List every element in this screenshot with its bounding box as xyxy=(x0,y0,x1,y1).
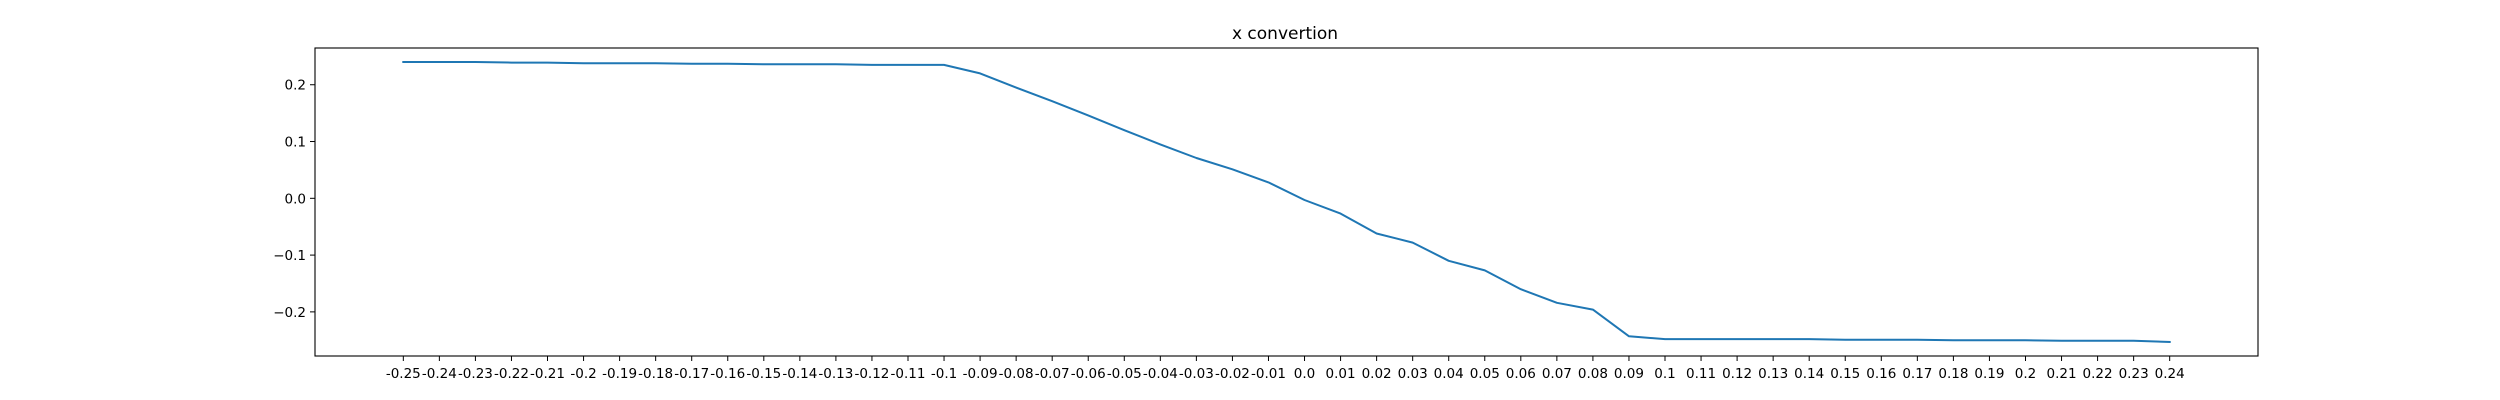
x-tick-label: -0.01 xyxy=(1251,366,1286,382)
x-tick-label: -0.19 xyxy=(602,366,637,382)
x-tick-label: 0.24 xyxy=(2155,366,2185,382)
plot-frame xyxy=(314,47,2259,357)
x-tick-label: -0.11 xyxy=(891,366,926,382)
x-tick-label: -0.22 xyxy=(494,366,529,382)
y-tick-label: −0.1 xyxy=(273,248,306,264)
x-tick-label: -0.24 xyxy=(422,366,457,382)
chart-title: x convertion xyxy=(1232,24,1338,44)
x-axis: -0.25 -0.24 -0.23 -0.22 -0.21 -0.2 -0.19 -0.18-… xyxy=(386,356,2185,382)
x-tick-label: -0.03 xyxy=(1179,366,1214,382)
x-tick-label: -0.08 xyxy=(999,366,1034,382)
x-tick-label: 0.22 xyxy=(2083,366,2113,382)
series-group xyxy=(402,61,2171,344)
x-tick-label: 0.03 xyxy=(1398,366,1428,382)
x-tick-label: -0.09 xyxy=(963,366,998,382)
x-tick-label: 0.19 xyxy=(1974,366,2004,382)
x-tick-label: -0.13 xyxy=(818,366,853,382)
x-tick-label: 0.09 xyxy=(1614,366,1644,382)
x-tick-label: 0.01 xyxy=(1326,366,1356,382)
x-tick-label: 0.18 xyxy=(1938,366,1968,382)
x-tick-label: -0.17 xyxy=(674,366,709,382)
x-tick-label: 0.2 xyxy=(2015,366,2036,382)
x-tick-label: 0.08 xyxy=(1578,366,1608,382)
x-tick-label: -0.1 xyxy=(931,366,957,382)
x-tick-label: -0.16 xyxy=(710,366,745,382)
x-tick-label: -0.02 xyxy=(1215,366,1250,382)
y-tick-label: 0.0 xyxy=(285,191,306,207)
x-tick-label: 0.23 xyxy=(2119,366,2149,382)
x-tick-label: -0.25 xyxy=(386,366,421,382)
x-tick-label: -0.04 xyxy=(1143,366,1178,382)
x-tick-label: -0.21 xyxy=(530,366,565,382)
x-tick-label: -0.07 xyxy=(1035,366,1070,382)
x-tick-label: -0.15 xyxy=(746,366,781,382)
x-tick-label: 0.07 xyxy=(1542,366,1572,382)
y-tick-label: 0.1 xyxy=(285,135,306,151)
x-tick-label: 0.14 xyxy=(1794,366,1824,382)
x-tick-label: 0.0 xyxy=(1294,366,1315,382)
x-tick-label: 0.13 xyxy=(1758,366,1788,382)
x-tick-label: -0.05 xyxy=(1107,366,1142,382)
y-tick-label: −0.2 xyxy=(273,305,306,321)
x-tick-label: 0.04 xyxy=(1434,366,1464,382)
x-tick-label: 0.11 xyxy=(1686,366,1716,382)
x-tick-label: -0.12 xyxy=(854,366,889,382)
x-tick-label: 0.1 xyxy=(1654,366,1675,382)
x-tick-label: 0.06 xyxy=(1506,366,1536,382)
x-tick-label: 0.12 xyxy=(1722,366,1752,382)
series-line-1 xyxy=(402,61,2171,344)
x-tick-label: -0.2 xyxy=(570,366,596,382)
y-tick-label: 0.2 xyxy=(285,78,306,94)
x-tick-label: 0.16 xyxy=(1866,366,1896,382)
x-tick-label: -0.18 xyxy=(638,366,673,382)
y-axis: −0.2 −0.1 0.0 0.1 0.2 xyxy=(273,78,315,321)
x-tick-label: 0.17 xyxy=(1902,366,1932,382)
x-tick-label: -0.14 xyxy=(782,366,817,382)
x-tick-label: 0.15 xyxy=(1830,366,1860,382)
x-tick-label: 0.02 xyxy=(1362,366,1392,382)
x-tick-label: -0.06 xyxy=(1071,366,1106,382)
x-tick-label: 0.21 xyxy=(2047,366,2077,382)
x-tick-label: 0.05 xyxy=(1470,366,1500,382)
x-tick-label: -0.23 xyxy=(458,366,493,382)
